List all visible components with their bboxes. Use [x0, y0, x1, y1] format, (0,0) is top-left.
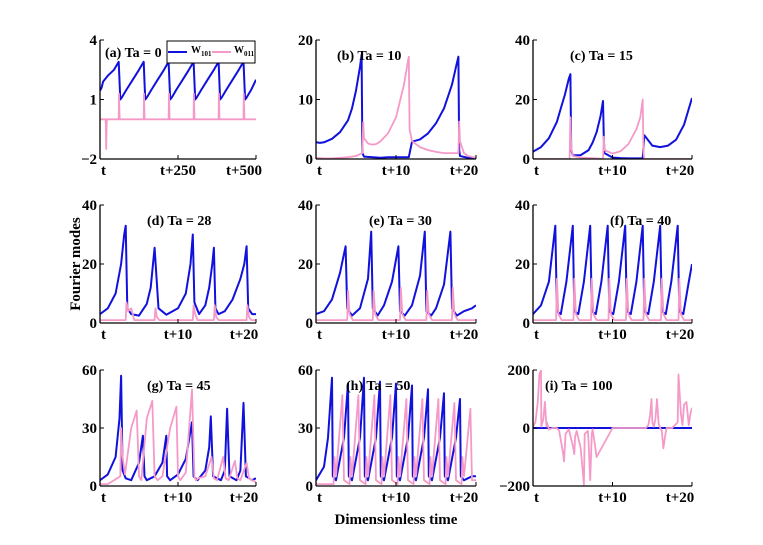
- y-tick-label: −2: [81, 152, 97, 168]
- x-tick-label: t+10: [382, 490, 411, 506]
- y-tick-label: 40: [515, 198, 530, 214]
- series-w101-line: [316, 53, 476, 159]
- y-tick-label: 20: [515, 257, 530, 273]
- y-tick-label: 0: [306, 152, 314, 168]
- x-tick-label: t+20: [230, 490, 259, 506]
- subplot-d: 0 20 40 t t+10 t+20 (d) Ta = 28: [82, 198, 258, 343]
- y-tick-label: 30: [298, 421, 313, 437]
- panel-title: (c) Ta = 15: [570, 49, 633, 64]
- panel-title: (b) Ta = 10: [337, 49, 401, 64]
- panel-title: (e) Ta = 30: [369, 214, 432, 229]
- series-w011-line: [533, 277, 692, 322]
- legend-label-main: W: [191, 45, 201, 56]
- x-tick-label: t+20: [666, 163, 695, 179]
- subplot-f: 0 20 40 t t+10 t+20 (f) Ta = 40: [515, 198, 694, 343]
- panel-title: (f) Ta = 40: [610, 214, 671, 229]
- x-tick-label: t: [534, 327, 539, 343]
- y-tick-label: 20: [298, 257, 313, 273]
- y-tick-label: 0: [306, 479, 314, 495]
- panel-title: (g) Ta = 45: [147, 379, 211, 394]
- subplot-grid: −2 1 4 t t+250 t+500 (a) Ta = 0 0 10 20 t t+10 t+20 (…: [81, 33, 694, 506]
- y-tick-label: −200: [499, 479, 530, 495]
- series-w011-line: [316, 394, 476, 486]
- series-w011-line: [100, 92, 256, 151]
- y-tick-label: 20: [515, 93, 530, 109]
- y-tick-label: 40: [298, 198, 313, 214]
- y-tick-label: 0: [90, 316, 98, 332]
- x-tick-label: t: [101, 163, 106, 179]
- panel-title: (d) Ta = 28: [147, 214, 211, 229]
- y-tick-label: 4: [90, 33, 98, 49]
- y-tick-label: 40: [82, 198, 97, 214]
- series-w011-line: [100, 301, 256, 322]
- x-tick-label: t: [317, 490, 322, 506]
- subplot-c: 0 20 40 t t+10 t+20 (c) Ta = 15: [515, 33, 694, 179]
- y-tick-label: 30: [82, 421, 97, 437]
- x-tick-label: t+20: [450, 163, 479, 179]
- x-tick-label: t: [534, 490, 539, 506]
- x-tick-label: t: [101, 327, 106, 343]
- x-tick-label: t: [101, 490, 106, 506]
- panel-title: (i) Ta = 100: [545, 379, 613, 394]
- y-tick-label: 1: [90, 93, 98, 109]
- x-tick-label: t+10: [598, 490, 627, 506]
- legend-label-sub: 011: [244, 50, 255, 58]
- subplot-e: 0 20 40 t t+10 t+20 (e) Ta = 30: [298, 198, 478, 343]
- y-tick-label: 200: [508, 363, 531, 379]
- y-tick-label: 10: [298, 93, 313, 109]
- subplot-h: 0 30 60 t t+10 t+20 (h) Ta = 50: [298, 363, 478, 506]
- y-tick-label: 0: [90, 479, 98, 495]
- series-w101-line: [100, 224, 256, 317]
- y-tick-label: 0: [523, 316, 531, 332]
- x-tick-label: t+10: [598, 327, 627, 343]
- legend-label: W101: [191, 45, 212, 58]
- legend: W101 W011: [166, 40, 256, 64]
- x-tick-label: t+20: [450, 327, 479, 343]
- y-tick-label: 20: [82, 257, 97, 273]
- legend-label-main: W: [234, 45, 244, 56]
- series-w011-line: [100, 388, 256, 486]
- x-tick-label: t+10: [382, 163, 411, 179]
- y-tick-label: 0: [306, 316, 314, 332]
- x-tick-label: t+250: [160, 163, 196, 179]
- y-tick-label: 20: [298, 33, 313, 49]
- panel-title: (h) Ta = 50: [346, 379, 410, 394]
- x-tick-label: t+500: [226, 163, 262, 179]
- series-w101-line: [100, 60, 256, 101]
- series-w101-line: [533, 224, 692, 316]
- subplot-b: 0 10 20 t t+10 t+20 (b) Ta = 10: [298, 33, 478, 179]
- y-tick-label: 0: [523, 152, 531, 168]
- series-w011-line: [533, 98, 692, 159]
- series-w011-line: [316, 286, 476, 322]
- y-tick-label: 60: [82, 363, 97, 379]
- x-tick-label: t+10: [382, 327, 411, 343]
- x-tick-label: t: [317, 327, 322, 343]
- subplot-g: 0 30 60 t t+10 t+20 (g) Ta = 45: [82, 363, 258, 506]
- series-w011-line: [316, 55, 476, 159]
- legend-box: [166, 40, 256, 64]
- x-tick-label: t+20: [450, 490, 479, 506]
- subplot-i: −200 0 200 t t+10 t+20 (i) Ta = 100: [499, 363, 694, 506]
- series-w011-line: [533, 370, 692, 486]
- x-tick-label: t+10: [598, 163, 627, 179]
- y-tick-label: 60: [298, 363, 313, 379]
- x-tick-label: t+20: [666, 327, 695, 343]
- y-axis-label: Fourier modes: [68, 217, 84, 311]
- legend-label-sub: 101: [201, 50, 212, 58]
- legend-label: W011: [234, 45, 255, 58]
- y-tick-label: 40: [515, 33, 530, 49]
- x-tick-label: t: [317, 163, 322, 179]
- subplot-a: −2 1 4 t t+250 t+500 (a) Ta = 0: [81, 33, 262, 179]
- x-tick-label: t: [534, 163, 539, 179]
- x-tick-label: t+10: [164, 327, 193, 343]
- panel-title: (a) Ta = 0: [105, 46, 162, 61]
- y-tick-label: 0: [523, 421, 531, 437]
- x-tick-label: t+20: [666, 490, 695, 506]
- series-w101-line: [533, 73, 692, 159]
- x-axis-label: Dimensionless time: [335, 512, 458, 528]
- x-tick-label: t+20: [230, 327, 259, 343]
- x-tick-label: t+10: [164, 490, 193, 506]
